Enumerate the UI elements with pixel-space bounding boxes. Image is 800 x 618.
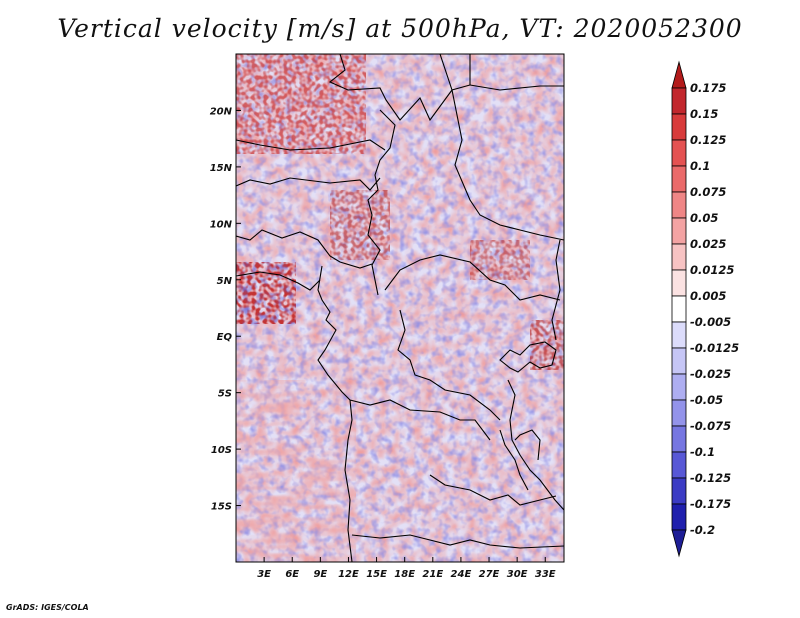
- colorbar-level-label: -0.0125: [690, 341, 739, 355]
- colorbar-swatch: [671, 217, 687, 245]
- colorbar-level-label: 0.025: [690, 237, 726, 251]
- lon-tick-label: 27E: [479, 569, 500, 580]
- colorbar-level-label: -0.2: [690, 523, 715, 537]
- colorbar-swatch: [671, 451, 687, 479]
- colorbar: 0.175 0.15 0.125 0.1 0.075 0.05 0.025 0.0125 0.0…: [671, 60, 739, 558]
- lon-tick-label: 30E: [507, 569, 528, 580]
- colorbar-swatch: [671, 269, 687, 297]
- lon-tick-label: 18E: [394, 569, 415, 580]
- colorbar-swatch: [671, 165, 687, 193]
- colorbar-max-triangle: [671, 60, 687, 89]
- lat-tick-label: 10N: [210, 219, 233, 230]
- latitude-axis: 20N 15N 10N 5N EQ 5S 10S 15S: [210, 106, 241, 513]
- colorbar-swatch: [671, 321, 687, 349]
- colorbar-min-triangle: [671, 529, 687, 558]
- colorbar-level-label: -0.125: [690, 471, 731, 485]
- colorbar-level-label: 0.1: [690, 159, 710, 173]
- colorbar-swatch: [671, 347, 687, 375]
- lon-tick-label: 3E: [257, 569, 271, 580]
- colorbar-level-label: 0.075: [690, 185, 726, 199]
- colorbar-level-label: -0.175: [690, 497, 731, 511]
- grads-credit: GrADS: IGES/COLA: [6, 603, 89, 612]
- colorbar-level-label: 0.05: [690, 211, 718, 225]
- colorbar-level-label: -0.05: [690, 393, 723, 407]
- chart-title: Vertical velocity [m/s] at 500hPa, VT: 2…: [57, 14, 743, 43]
- colorbar-level-label: -0.005: [690, 315, 731, 329]
- colorbar-swatch: [671, 373, 687, 401]
- colorbar-swatch: [671, 477, 687, 505]
- colorbar-swatch: [671, 113, 687, 141]
- lon-tick-label: 33E: [535, 569, 556, 580]
- lat-tick-label: EQ: [217, 332, 233, 343]
- lat-tick-label: 5S: [218, 389, 232, 400]
- colorbar-level-label: -0.025: [690, 367, 731, 381]
- lat-tick-label: 15N: [210, 163, 233, 174]
- colorbar-swatch: [671, 503, 687, 531]
- lat-tick-label: 15S: [211, 502, 232, 513]
- lat-tick-label: 20N: [210, 106, 233, 117]
- lat-tick-label: 10S: [211, 445, 232, 456]
- colorbar-swatch: [671, 399, 687, 427]
- colorbar-swatch: [671, 425, 687, 453]
- colorbar-swatch: [671, 191, 687, 219]
- lon-tick-label: 21E: [422, 569, 443, 580]
- colorbar-level-label: 0.15: [690, 107, 718, 121]
- longitude-axis: 3E 6E 9E 12E 15E 18E 21E 24E 27E 30E 33E: [257, 557, 556, 580]
- lon-tick-label: 15E: [366, 569, 387, 580]
- colorbar-swatch: [671, 295, 687, 323]
- country-borders: [236, 54, 564, 562]
- lat-tick-label: 5N: [217, 276, 233, 287]
- colorbar-level-label: 0.175: [690, 81, 726, 95]
- lon-tick-label: 9E: [313, 569, 327, 580]
- lon-tick-label: 12E: [338, 569, 359, 580]
- colorbar-swatch: [671, 87, 687, 115]
- vertical-velocity-field: [236, 54, 564, 562]
- lon-tick-label: 6E: [285, 569, 299, 580]
- colorbar-swatch: [671, 243, 687, 271]
- colorbar-level-label: 0.0125: [690, 263, 734, 277]
- lon-tick-label: 24E: [451, 569, 472, 580]
- plot-frame: [235, 53, 565, 563]
- colorbar-level-label: -0.1: [690, 445, 715, 459]
- colorbar-level-label: 0.005: [690, 289, 726, 303]
- colorbar-level-label: 0.125: [690, 133, 726, 147]
- colorbar-level-label: -0.075: [690, 419, 731, 433]
- colorbar-swatch: [671, 139, 687, 167]
